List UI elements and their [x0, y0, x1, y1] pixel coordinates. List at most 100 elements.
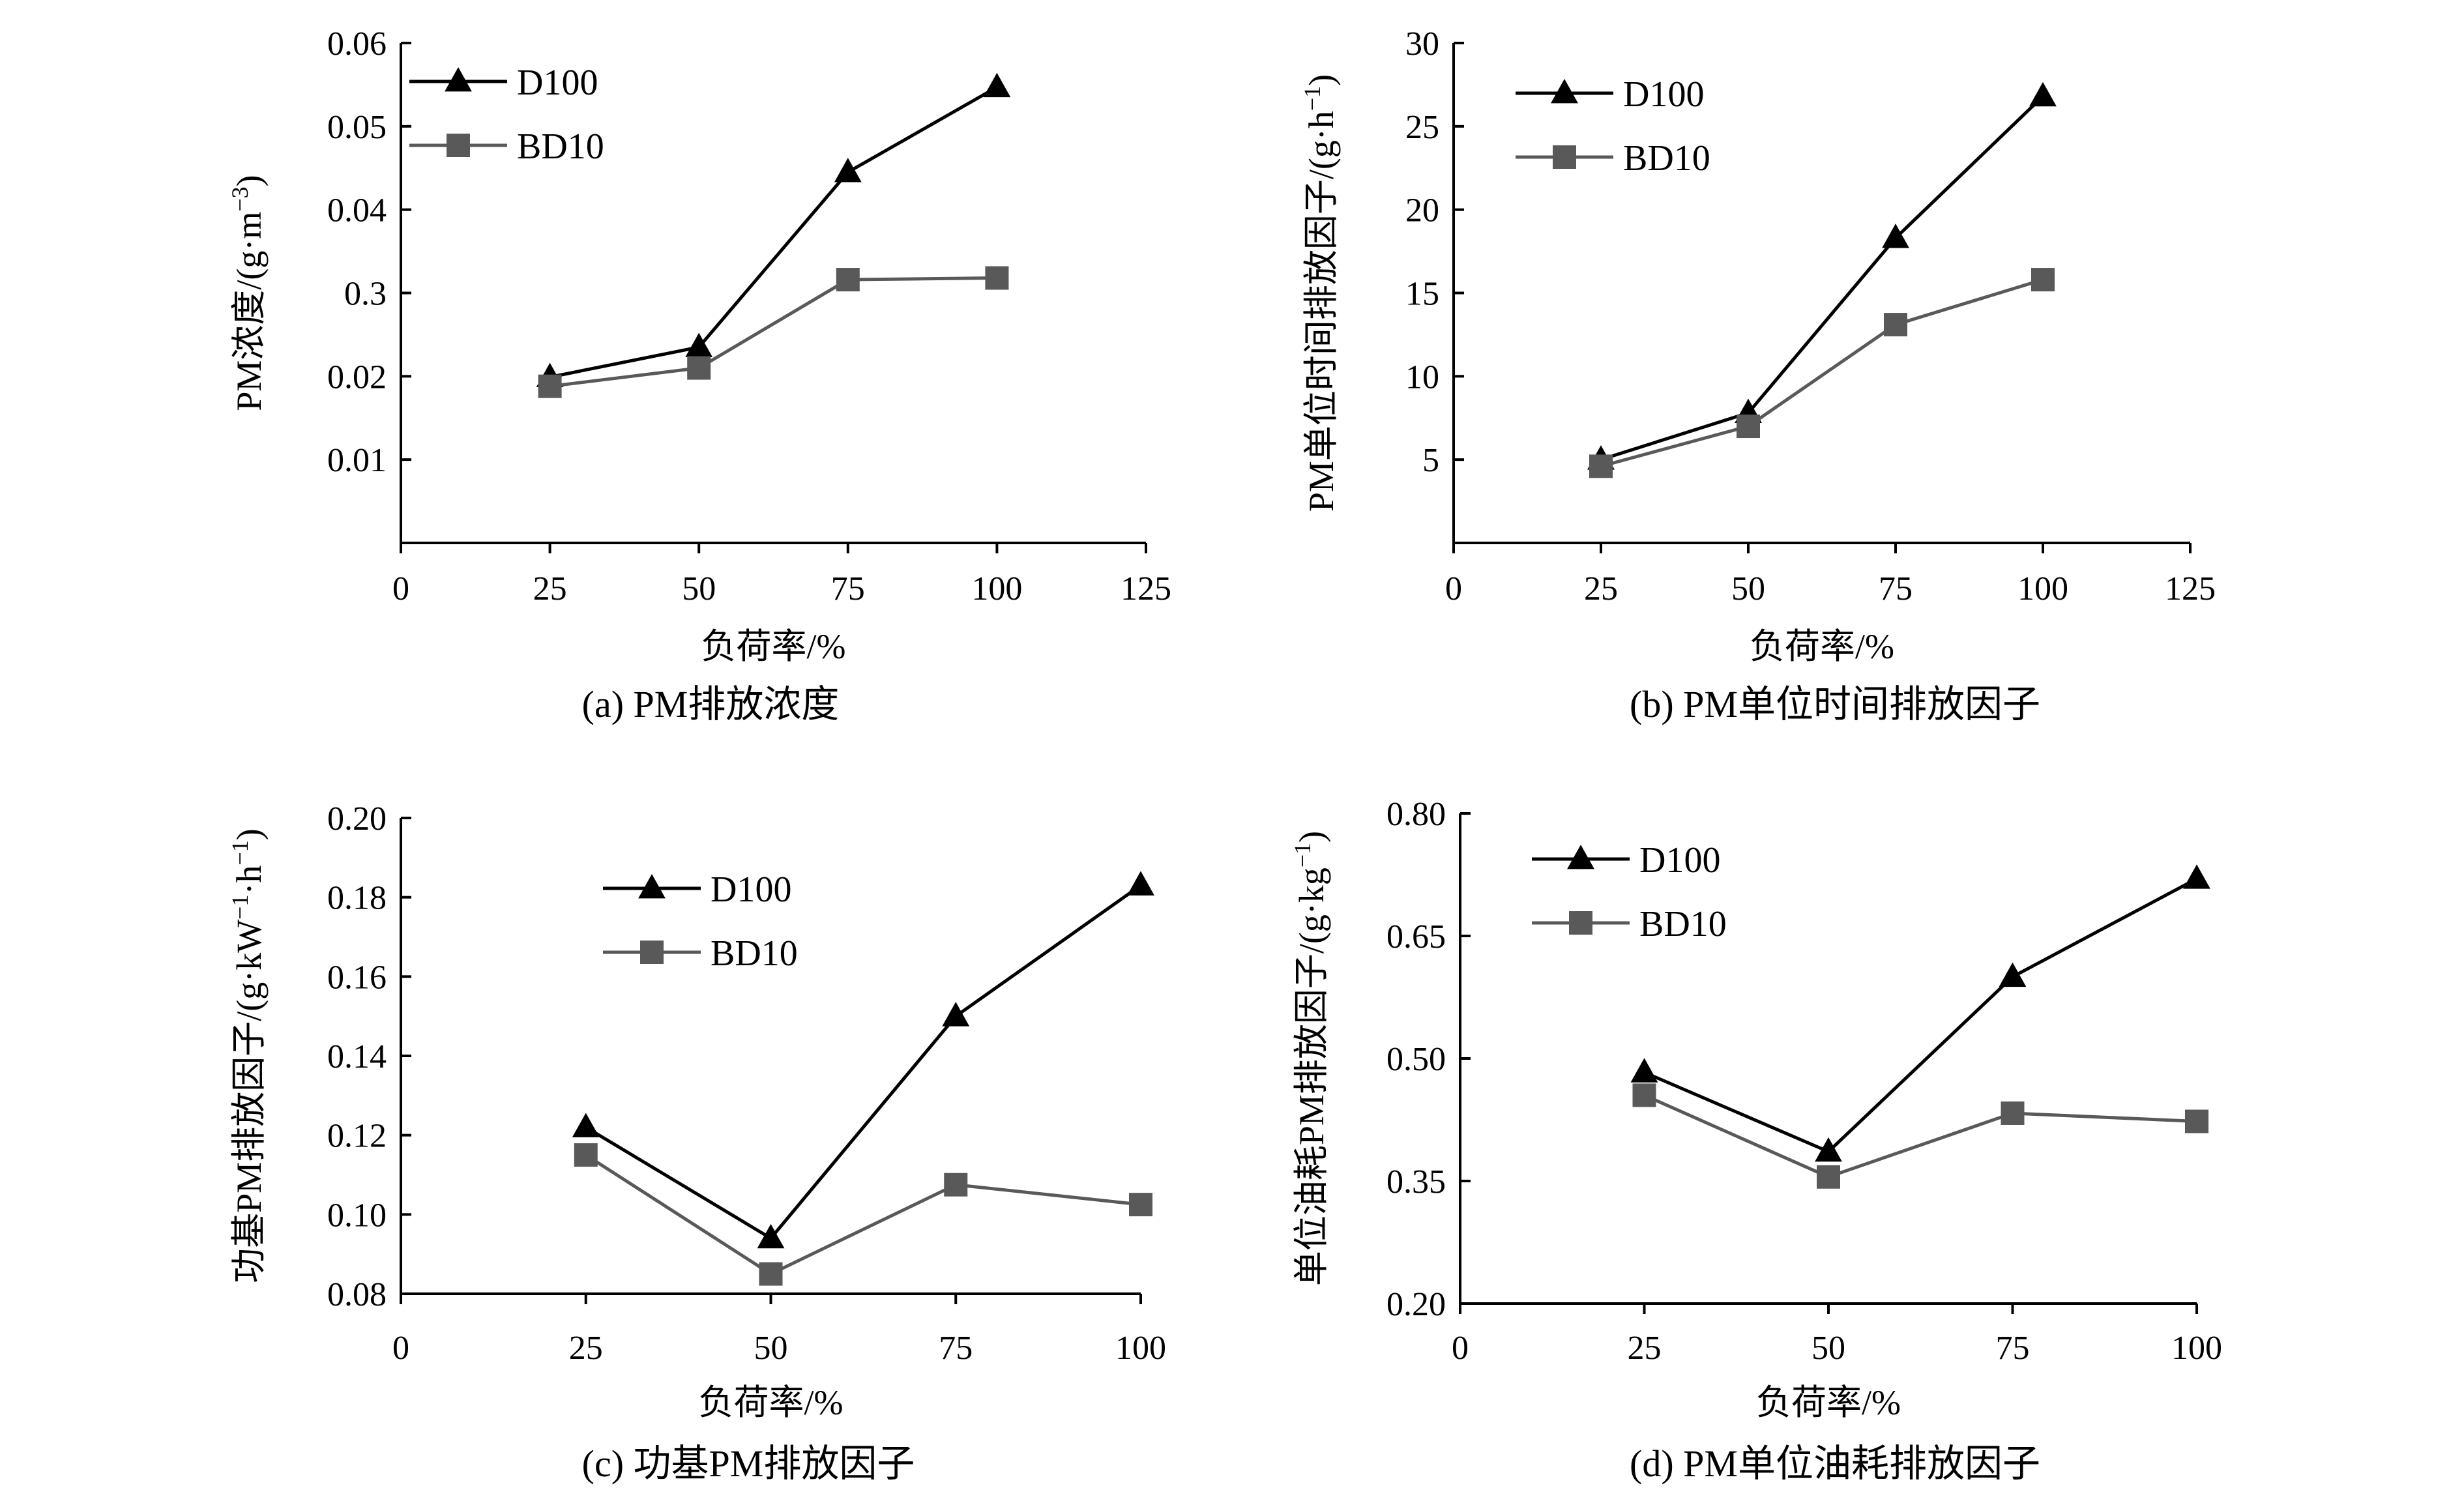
- y-axis-label-text: ·h: [229, 866, 269, 895]
- data-point-d100: [685, 332, 713, 357]
- x-tick-label: 50: [754, 1330, 788, 1367]
- legend-item-bd10: BD10: [1516, 138, 1710, 179]
- y-tick-label: 0.16: [327, 959, 387, 996]
- legend-marker: [1567, 845, 1594, 869]
- x-tick-label: 25: [569, 1330, 603, 1367]
- data-point-bd10: [1884, 313, 1907, 337]
- data-point-bd10: [538, 374, 562, 398]
- data-point-bd10: [759, 1262, 783, 1286]
- legend-item-bd10: BD10: [409, 126, 604, 167]
- data-point-d100: [757, 1223, 785, 1249]
- y-axis-label: 功基PM排放因子/(g·kW−1·h−1): [227, 828, 269, 1283]
- legend-item-d100: D100: [1516, 74, 1704, 115]
- y-tick-label: 0.04: [327, 192, 387, 229]
- series-bd10: [1589, 268, 2055, 478]
- y-axis-label-superscript: −1: [1299, 86, 1325, 111]
- chart-b: 0 25 50 75 100 125 5 10 15 20 25 30 负荷率/% PM单位时间排放因子/…: [1299, 25, 2216, 725]
- series-bd10: [574, 1143, 1152, 1286]
- chart-d: 0 25 50 75 100 0.20 0.35 0.50 0.65 0.80 负荷率/% 单位油耗P…: [1289, 796, 2222, 1485]
- data-point-d100: [1815, 1137, 1842, 1162]
- data-point-bd10: [836, 268, 860, 292]
- x-tick-label: 125: [1121, 570, 1171, 607]
- y-tick-label: 0.12: [327, 1118, 387, 1155]
- series-line-bd10: [1600, 278, 2044, 468]
- data-point-bd10: [1737, 415, 1760, 439]
- y-tick-label: 0.02: [327, 358, 387, 396]
- y-tick-label: 15: [1405, 276, 1439, 313]
- data-point-bd10: [2185, 1109, 2208, 1133]
- legend-marker: [1553, 145, 1576, 169]
- y-axis-label-text: 功基PM排放因子/(g·kW: [229, 920, 269, 1283]
- data-point-bd10: [985, 266, 1009, 290]
- series-line-d100: [585, 884, 1142, 1241]
- data-point-d100: [2029, 81, 2057, 107]
- legend-marker: [445, 67, 472, 92]
- y-tick-label: 25: [1405, 109, 1439, 146]
- x-tick-label: 75: [1879, 570, 1913, 607]
- y-tick-label: 0.14: [327, 1038, 387, 1075]
- chart-caption: (b) PM单位时间排放因子: [1630, 683, 2040, 725]
- y-tick-label: 10: [1405, 358, 1439, 396]
- y-tick-label: 0.50: [1386, 1041, 1446, 1078]
- legend-item-d100: D100: [409, 63, 598, 103]
- x-tick-label: 100: [2171, 1330, 2222, 1367]
- y-axis-label-text: ): [229, 828, 269, 840]
- series-bd10: [1632, 1083, 2208, 1189]
- legend-label: BD10: [711, 933, 798, 974]
- chart-caption: (d) PM单位油耗排放因子: [1630, 1442, 2040, 1485]
- series-line-bd10: [585, 1153, 1141, 1276]
- chart-caption: (c) 功基PM排放因子: [582, 1442, 915, 1485]
- legend-item-bd10: BD10: [603, 933, 798, 974]
- y-tick-label: 0.06: [327, 25, 387, 63]
- x-tick-label: 50: [1731, 570, 1765, 607]
- y-axis-label: PM单位时间排放因子/(g·h−1): [1299, 74, 1341, 512]
- y-tick-label: 0.65: [1386, 918, 1446, 956]
- x-axis-label: 负荷率/%: [1750, 627, 1894, 666]
- series-line-bd10: [1643, 1094, 2197, 1179]
- x-tick-label: 100: [1115, 1330, 1166, 1367]
- y-axis-label-superscript: −3: [227, 186, 253, 211]
- y-tick-label: 0.08: [327, 1276, 387, 1313]
- x-axis-label: 负荷率/%: [1756, 1383, 1901, 1422]
- x-tick-label: 100: [971, 570, 1022, 607]
- legend-marker: [1569, 911, 1592, 935]
- legend-label: D100: [711, 869, 791, 910]
- series-line-bd10: [550, 276, 997, 388]
- x-tick-label: 25: [533, 570, 567, 607]
- y-tick-label: 20: [1405, 192, 1439, 229]
- y-axis-label: PM浓度/(g·m−3): [227, 175, 269, 411]
- data-point-d100: [2183, 864, 2210, 889]
- data-point-bd10: [574, 1143, 598, 1167]
- data-point-bd10: [1129, 1193, 1152, 1217]
- x-tick-label: 0: [1445, 570, 1462, 607]
- chart-c: 0 25 50 75 100 0.08 0.10 0.12 0.14 0.16 0.18 0.20 负荷…: [227, 800, 1166, 1485]
- series-bd10: [538, 266, 1009, 398]
- x-tick-label: 75: [1996, 1330, 2030, 1367]
- y-tick-label: 0.05: [327, 109, 387, 146]
- legend-item-bd10: BD10: [1532, 904, 1727, 944]
- data-point-bd10: [2001, 1101, 2025, 1125]
- legend-label: D100: [517, 63, 598, 103]
- legend-label: D100: [1639, 840, 1720, 881]
- x-tick-label: 75: [831, 570, 865, 607]
- x-tick-label: 50: [1811, 1330, 1845, 1367]
- legend-label: BD10: [517, 126, 604, 167]
- data-point-bd10: [1632, 1083, 1656, 1107]
- y-axis-label-text: ): [229, 175, 269, 186]
- legend-label: BD10: [1639, 904, 1727, 944]
- data-point-d100: [1127, 871, 1154, 896]
- data-point-bd10: [1589, 454, 1613, 478]
- data-point-bd10: [687, 356, 711, 380]
- x-tick-label: 100: [2017, 570, 2068, 607]
- y-axis-label-text: 单位油耗PM排放因子/(g·kg: [1292, 868, 1331, 1286]
- series-line-d100: [1600, 95, 2044, 461]
- chart-a: 0 25 50 75 100 125 0.01 0.02 0.3 0.04 0.05 0.06 负荷率/…: [227, 25, 1171, 725]
- x-tick-label: 50: [682, 570, 716, 607]
- y-axis-label-superscript: −1: [227, 840, 253, 865]
- y-tick-label: 0.10: [327, 1197, 387, 1234]
- x-axis-label: 负荷率/%: [701, 627, 846, 666]
- x-tick-label: 0: [392, 1330, 409, 1367]
- y-axis-label-text: ): [1292, 831, 1331, 843]
- x-tick-label: 125: [2165, 570, 2216, 607]
- data-point-bd10: [1817, 1165, 1840, 1189]
